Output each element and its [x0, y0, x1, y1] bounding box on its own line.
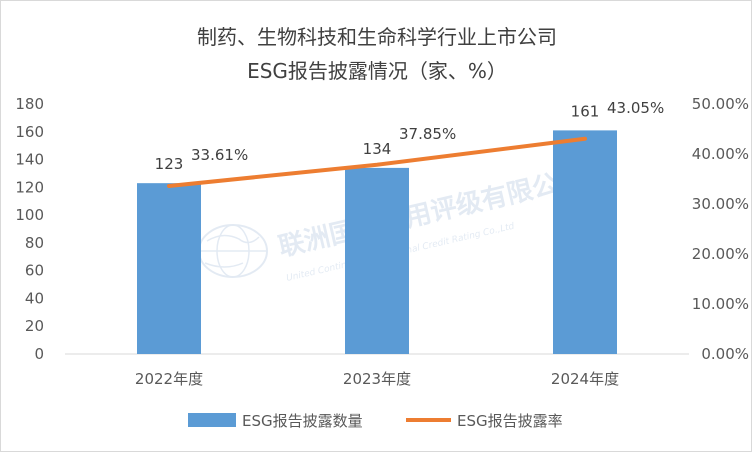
globe-logo-icon	[198, 224, 268, 278]
bar-data-label: 134	[363, 140, 392, 158]
legend-swatch-bar	[188, 413, 236, 427]
y-tick-label: 60	[25, 262, 44, 280]
y2-tick-label: 30.00%	[692, 195, 749, 213]
x-tick-label: 2023年度	[343, 370, 411, 388]
bar	[345, 167, 409, 354]
line-series: 33.61% 37.85% 43.05%	[167, 99, 664, 188]
rate-line	[167, 136, 587, 188]
y-tick-label: 0	[34, 345, 44, 363]
bar-data-label: 123	[155, 155, 184, 173]
y2-tick-label: 50.00%	[692, 95, 749, 113]
chart-subtitle: ESG报告披露情况（家、%）	[247, 59, 507, 83]
x-tick-label: 2024年度	[551, 370, 619, 388]
bar-series: 123 134 161	[137, 102, 617, 354]
y-tick-label: 160	[15, 123, 44, 141]
y2-tick-label: 20.00%	[692, 245, 749, 263]
line-data-label: 43.05%	[607, 99, 664, 117]
y-tick-label: 80	[25, 234, 44, 252]
bar	[137, 183, 201, 354]
y2-tick-label: 0.00%	[701, 345, 749, 363]
y-tick-label: 180	[15, 95, 44, 113]
bar-data-label: 161	[571, 102, 600, 120]
x-tick-label: 2022年度	[135, 370, 203, 388]
y-tick-label: 120	[15, 178, 44, 196]
y-axis-left: 0 20 40 60 80 100 120 140 160 180	[15, 95, 44, 363]
line-data-label: 37.85%	[399, 125, 456, 143]
legend: ESG报告披露数量 ESG报告披露率	[188, 412, 563, 430]
legend-label-bar: ESG报告披露数量	[242, 412, 363, 430]
y-tick-label: 20	[25, 317, 44, 335]
x-axis: 2022年度 2023年度 2024年度	[135, 370, 619, 388]
y-axis-right: 0.00% 10.00% 20.00% 30.00% 40.00% 50.00%	[692, 95, 749, 363]
y-tick-label: 100	[15, 206, 44, 224]
y2-tick-label: 40.00%	[692, 145, 749, 163]
bar	[553, 130, 617, 354]
y-tick-label: 140	[15, 151, 44, 169]
y2-tick-label: 10.00%	[692, 295, 749, 313]
chart-title: 制药、生物科技和生命科学行业上市公司	[197, 25, 557, 49]
y-tick-label: 40	[25, 289, 44, 307]
line-data-label: 33.61%	[191, 146, 248, 164]
legend-label-line: ESG报告披露率	[457, 412, 563, 430]
